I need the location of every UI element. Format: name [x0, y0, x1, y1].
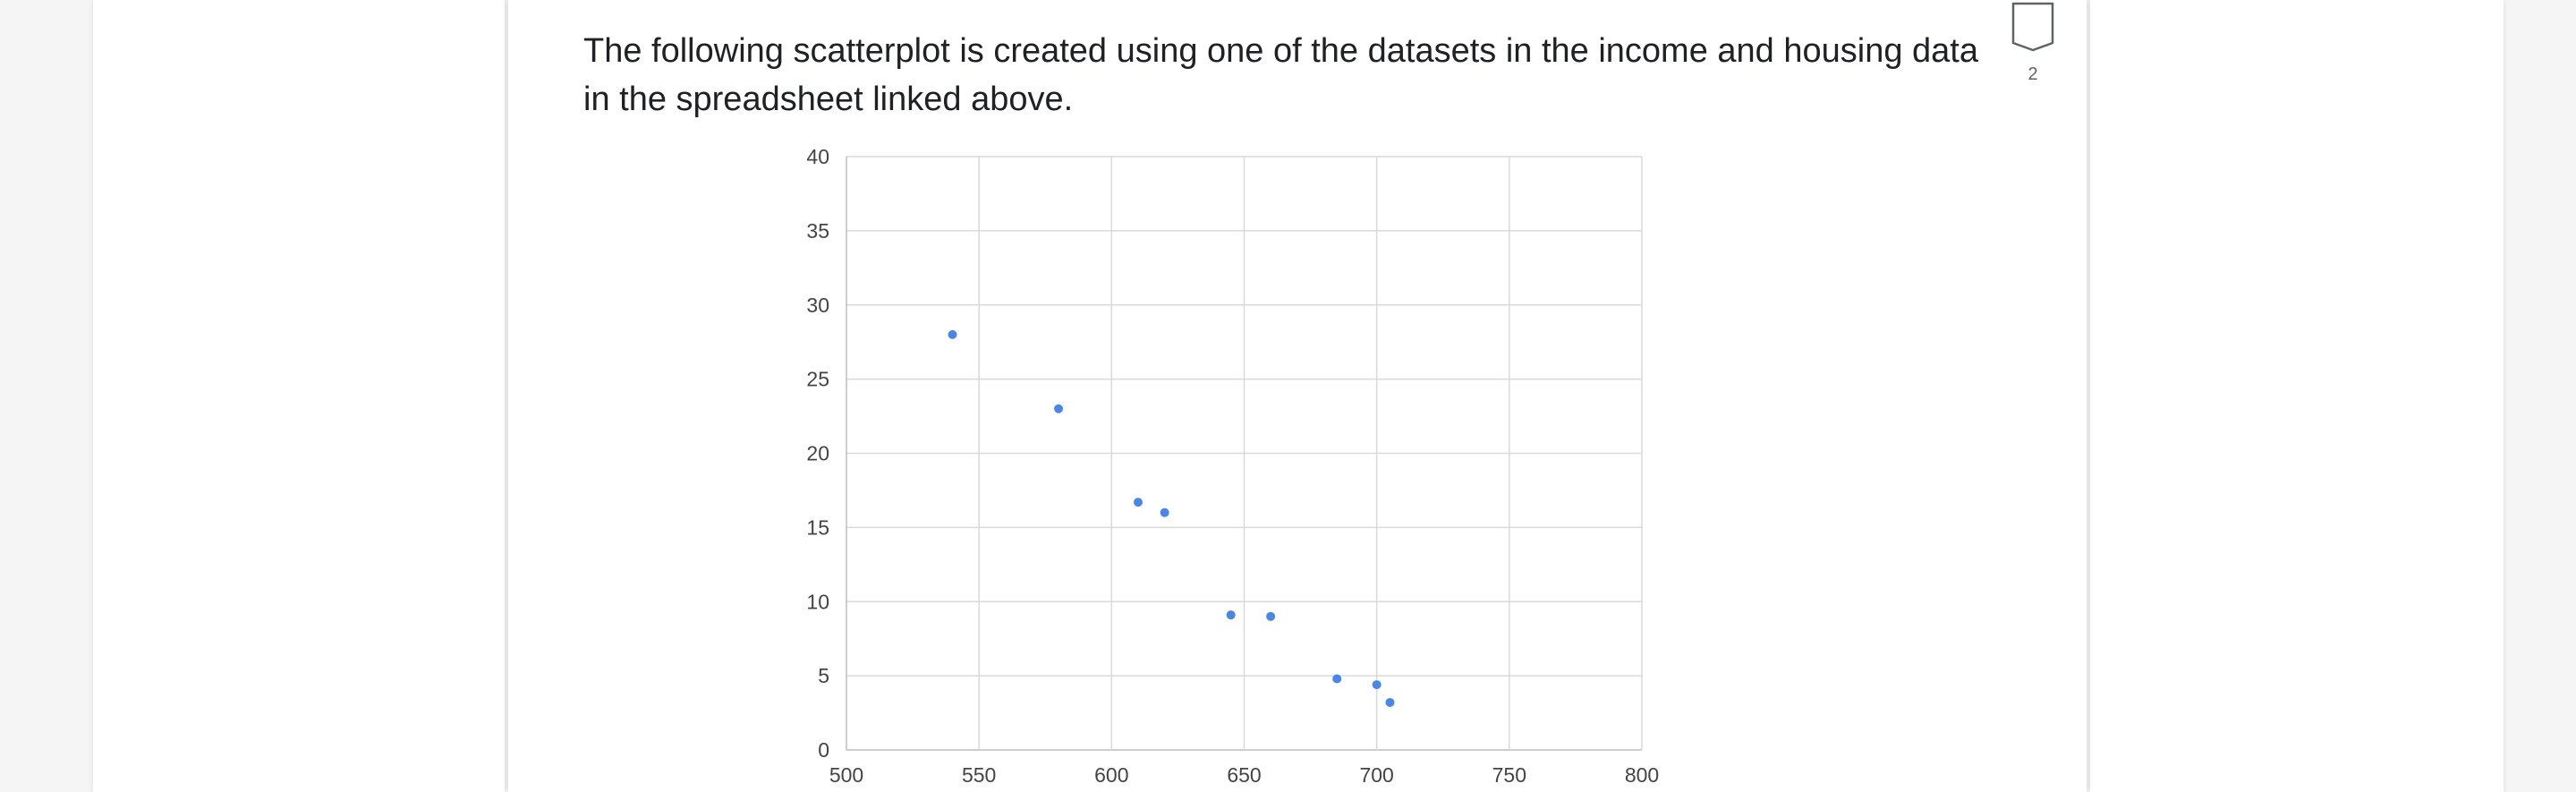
y-tick-label: 25: [806, 368, 829, 391]
data-points: [948, 329, 1395, 707]
x-axis-ticks: 500 550 600 650 700 750 800: [829, 763, 1659, 787]
x-tick-label: 550: [962, 763, 996, 787]
chart-grid: [846, 156, 1643, 751]
x-tick-label: 750: [1492, 763, 1526, 787]
x-tick-label: 650: [1227, 763, 1261, 787]
data-point: [1133, 498, 1143, 507]
data-point: [1385, 697, 1395, 707]
x-tick-label: 600: [1094, 763, 1128, 787]
question-text: The following scatterplot is created usi…: [583, 32, 1978, 118]
data-point: [1266, 611, 1276, 621]
y-tick-label: 20: [806, 442, 829, 465]
x-tick-label: 500: [829, 763, 863, 787]
y-tick-label: 15: [806, 515, 829, 539]
y-tick-label: 5: [818, 664, 829, 687]
right-panel: [2090, 0, 2504, 792]
y-axis-ticks: 0 5 10 15 20 25 30 35 40: [806, 145, 829, 762]
data-point: [1332, 674, 1342, 684]
y-tick-label: 0: [818, 738, 829, 762]
y-tick-label: 10: [806, 590, 829, 613]
data-point: [948, 329, 957, 339]
y-tick-label: 40: [806, 145, 829, 168]
x-tick-label: 700: [1359, 763, 1393, 787]
x-tick-label: 800: [1625, 763, 1659, 787]
data-point: [1226, 610, 1236, 620]
bookmark-icon[interactable]: [2011, 2, 2054, 52]
left-panel: [93, 0, 505, 792]
data-point: [1160, 507, 1169, 517]
bookmark-count: 2: [2028, 64, 2038, 84]
data-point: [1054, 404, 1064, 413]
question-card: [508, 0, 2087, 792]
data-point: [1372, 680, 1382, 690]
y-tick-label: 30: [806, 294, 829, 317]
y-tick-label: 35: [806, 219, 829, 243]
